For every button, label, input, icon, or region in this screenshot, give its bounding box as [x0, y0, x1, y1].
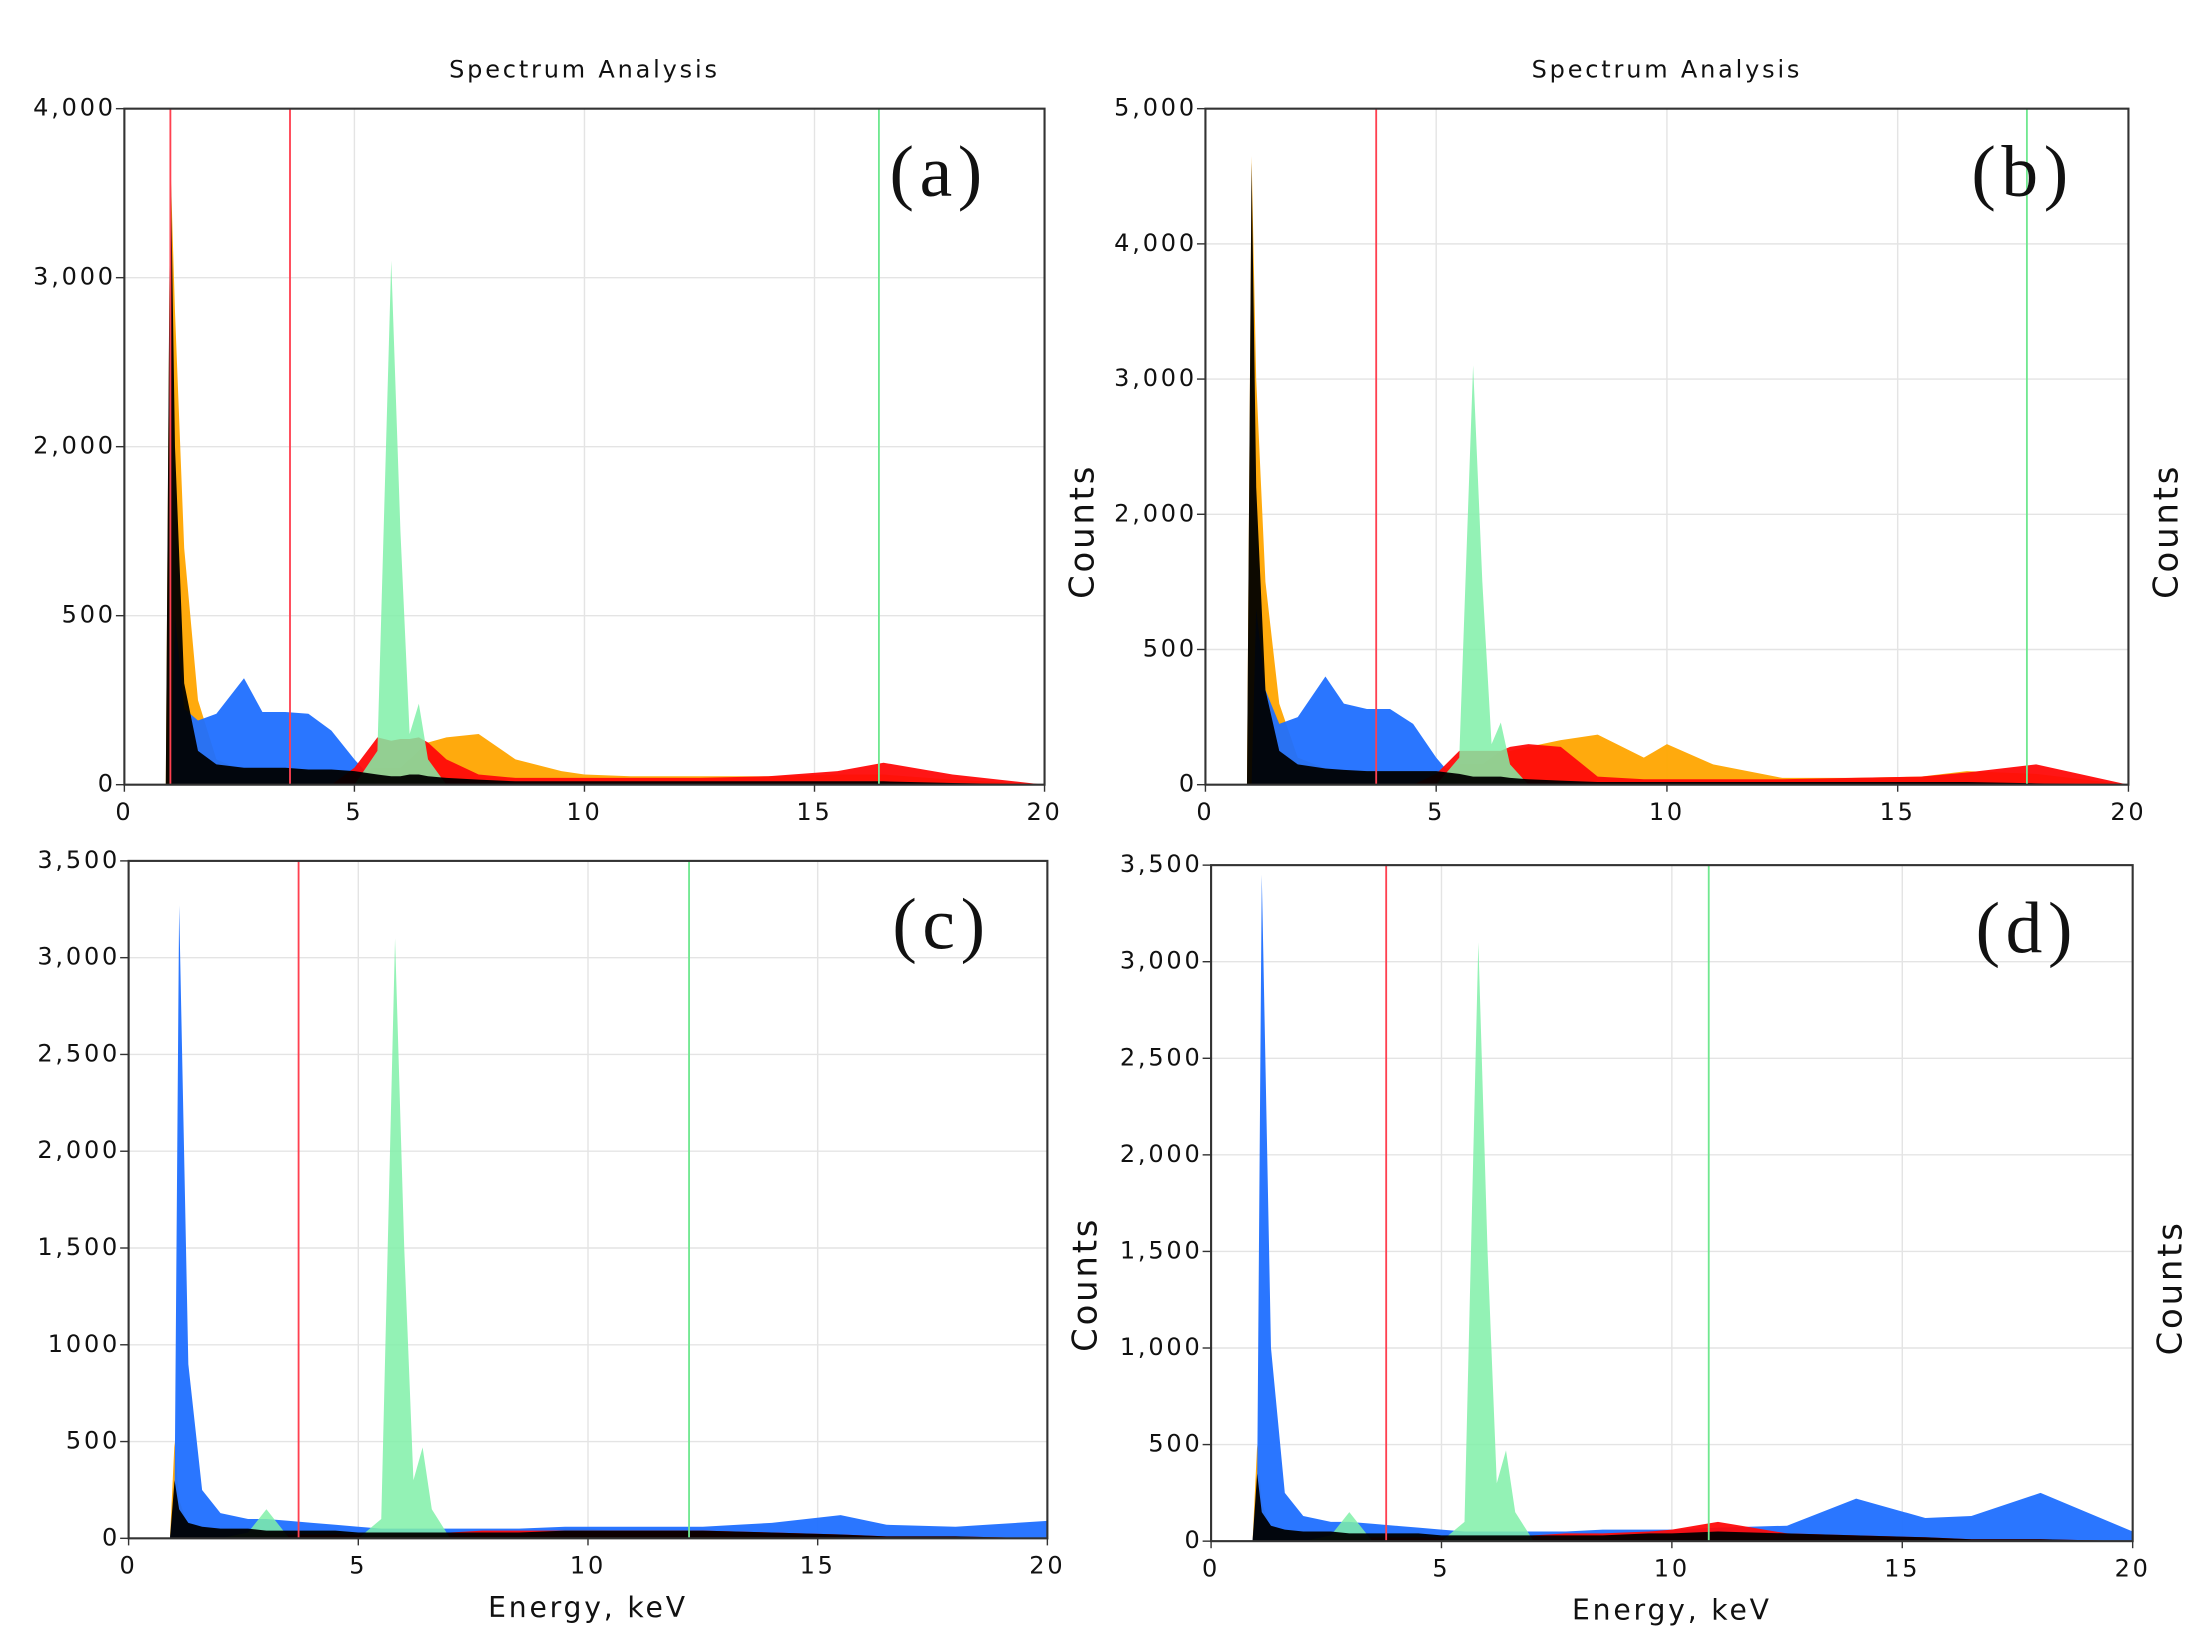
y-axis-label: Counts — [1063, 464, 1102, 599]
y-tick-label: 0 — [98, 770, 116, 798]
x-tick-label: 10 — [1654, 1554, 1690, 1582]
spectrum-area — [169, 1480, 1048, 1539]
y-tick-label: 4,000 — [33, 94, 116, 122]
x-tick-label: 0 — [120, 1552, 138, 1580]
chart-title: Spectrum Analysis — [449, 56, 720, 84]
y-tick-label: 2,500 — [1120, 1043, 1203, 1071]
y-tick-label: 0 — [1185, 1526, 1203, 1554]
x-tick-label: 5 — [345, 798, 363, 826]
y-tick-label: 1000 — [48, 1330, 120, 1358]
y-tick-label: 500 — [1148, 1430, 1202, 1458]
spectrum-area — [1246, 608, 2129, 785]
spectrum-area — [1252, 942, 2133, 1542]
y-tick-label: 3,000 — [1114, 364, 1197, 392]
y-tick-label: 4,000 — [1114, 229, 1197, 257]
panel-label: (b) — [1971, 131, 2074, 212]
y-axis-label: Counts — [2151, 1220, 2190, 1355]
spectrum-area — [1252, 1473, 2133, 1542]
panel-label: (a) — [890, 131, 988, 212]
x-tick-label: 20 — [2110, 798, 2146, 826]
y-tick-label: 500 — [62, 601, 116, 629]
y-axis-label: Counts — [1065, 1217, 1104, 1352]
x-tick-label: 15 — [1884, 1554, 1920, 1582]
x-tick-label: 15 — [796, 798, 832, 826]
spectrum-area — [165, 260, 1045, 785]
x-tick-label: 15 — [1880, 798, 1916, 826]
x-tick-label: 5 — [1427, 798, 1445, 826]
spectrum-area — [169, 938, 1048, 1539]
y-tick-label: 2,000 — [33, 432, 116, 460]
y-tick-label: 1,000 — [1120, 1333, 1203, 1361]
y-tick-label: 500 — [1143, 634, 1197, 662]
y-tick-label: 2,000 — [37, 1136, 120, 1164]
chart-title: Spectrum Analysis — [1532, 56, 1803, 84]
x-tick-label: 0 — [1196, 798, 1214, 826]
y-tick-label: 3,500 — [37, 846, 120, 874]
y-tick-label: 0 — [1179, 770, 1197, 798]
y-axis-label: Counts — [2146, 464, 2185, 599]
y-tick-label: 3,000 — [1120, 947, 1203, 975]
x-tick-label: 20 — [1026, 798, 1062, 826]
panel-label: (c) — [892, 883, 990, 964]
y-tick-label: 1,500 — [1120, 1236, 1203, 1264]
x-tick-label: 20 — [1029, 1552, 1065, 1580]
x-axis-label: Energy, keV — [488, 1591, 688, 1624]
y-tick-label: 2,500 — [37, 1039, 120, 1067]
x-tick-label: 0 — [115, 798, 133, 826]
x-tick-label: 10 — [566, 798, 602, 826]
spectrum-area — [1246, 365, 2129, 785]
y-tick-label: 0 — [102, 1523, 120, 1551]
spectrum-area — [1252, 1521, 2133, 1542]
x-tick-label: 20 — [2115, 1554, 2151, 1582]
x-tick-label: 5 — [349, 1552, 367, 1580]
y-tick-label: 3,000 — [37, 943, 120, 971]
y-tick-label: 1,500 — [37, 1233, 120, 1261]
y-tick-label: 500 — [66, 1427, 120, 1455]
y-tick-label: 3,500 — [1120, 850, 1203, 878]
x-tick-label: 10 — [570, 1552, 606, 1580]
x-tick-label: 15 — [800, 1552, 836, 1580]
x-tick-label: 5 — [1432, 1554, 1450, 1582]
x-tick-label: 10 — [1649, 798, 1685, 826]
y-tick-label: 2,000 — [1120, 1140, 1203, 1168]
x-tick-label: 0 — [1202, 1554, 1220, 1582]
y-tick-label: 5,000 — [1114, 94, 1197, 122]
x-axis-label: Energy, keV — [1572, 1594, 1772, 1627]
panel-label: (d) — [1976, 888, 2079, 969]
y-tick-label: 2,000 — [1114, 499, 1197, 527]
y-tick-label: 3,000 — [33, 263, 116, 291]
